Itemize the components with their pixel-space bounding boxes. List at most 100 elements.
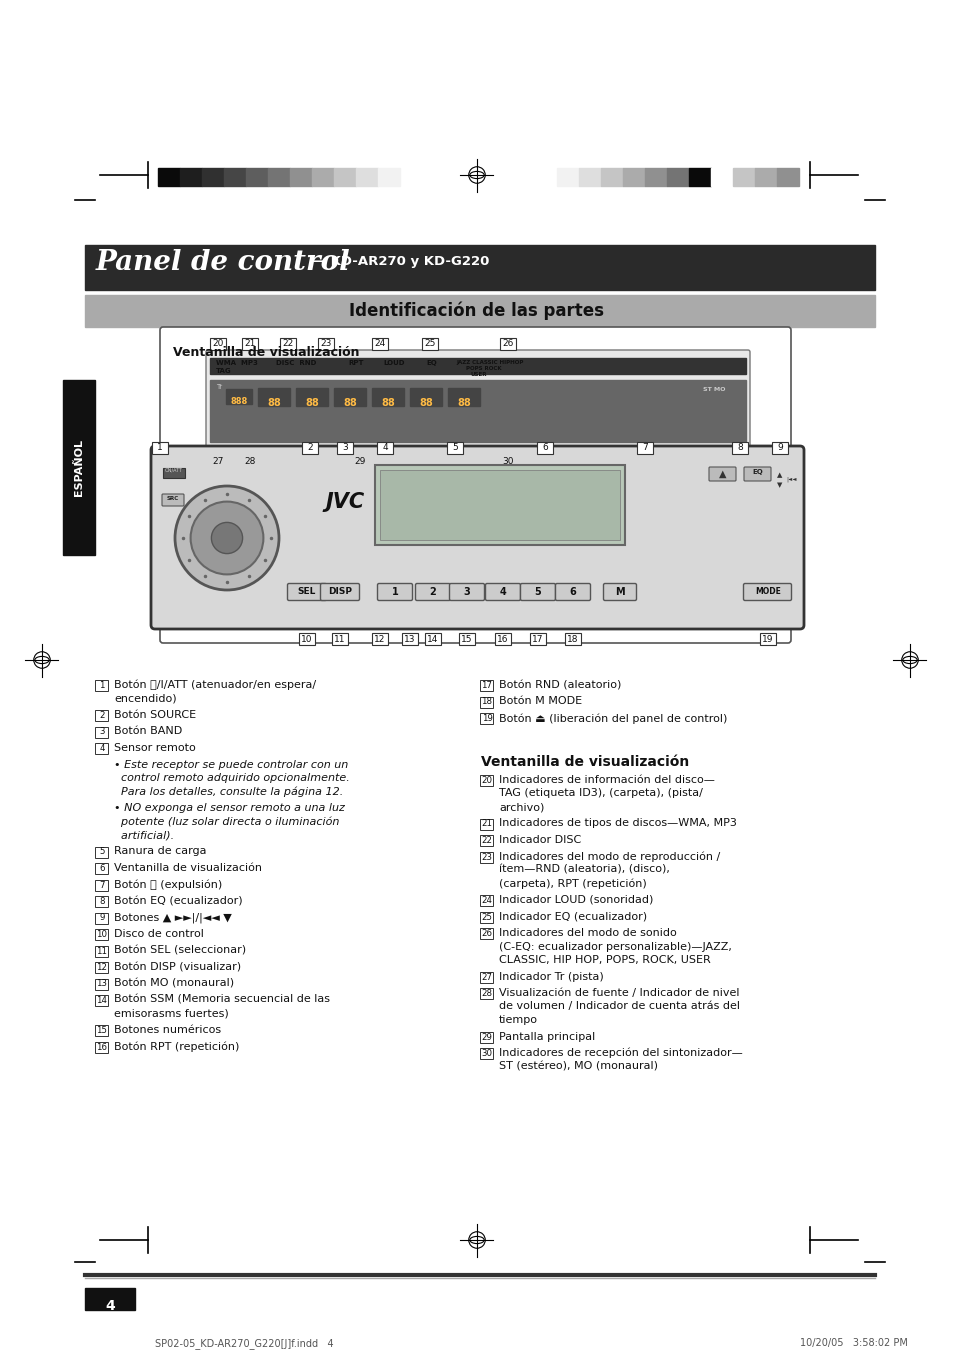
Text: 9: 9 bbox=[99, 913, 105, 923]
Text: |◄◄: |◄◄ bbox=[786, 477, 797, 482]
Text: MODE: MODE bbox=[754, 588, 781, 597]
Bar bbox=[480, 680, 493, 690]
Bar bbox=[63, 380, 95, 555]
Text: 9: 9 bbox=[777, 443, 782, 453]
Bar bbox=[421, 338, 437, 350]
Text: 5: 5 bbox=[534, 586, 540, 597]
Text: Ventanilla de visualización: Ventanilla de visualización bbox=[172, 346, 359, 359]
FancyBboxPatch shape bbox=[320, 584, 359, 600]
Text: 88: 88 bbox=[418, 399, 433, 408]
Text: 20: 20 bbox=[481, 775, 492, 785]
Text: 22: 22 bbox=[282, 339, 294, 349]
Bar bbox=[95, 912, 109, 924]
Bar bbox=[95, 929, 109, 940]
Bar bbox=[637, 442, 652, 454]
Bar bbox=[268, 168, 290, 186]
Text: ESPAÑOL: ESPAÑOL bbox=[74, 439, 84, 496]
Text: Indicador Tr (pista): Indicador Tr (pista) bbox=[498, 971, 603, 981]
Text: 28: 28 bbox=[481, 989, 492, 998]
Bar bbox=[95, 711, 109, 721]
Bar bbox=[210, 457, 226, 467]
Text: SP02-05_KD-AR270_G220[J]f.indd   4: SP02-05_KD-AR270_G220[J]f.indd 4 bbox=[154, 1337, 334, 1348]
Text: Botón SEL (seleccionar): Botón SEL (seleccionar) bbox=[113, 946, 246, 955]
Text: 16: 16 bbox=[96, 1043, 108, 1051]
Text: 88: 88 bbox=[381, 399, 395, 408]
Text: 1: 1 bbox=[157, 443, 163, 453]
FancyBboxPatch shape bbox=[520, 584, 555, 600]
Text: 26: 26 bbox=[502, 339, 513, 349]
Bar bbox=[210, 338, 226, 350]
Text: 88: 88 bbox=[267, 399, 280, 408]
Text: Botón DISP (visualizar): Botón DISP (visualizar) bbox=[113, 962, 241, 971]
Bar bbox=[355, 168, 377, 186]
Text: 25: 25 bbox=[424, 339, 436, 349]
Text: 13: 13 bbox=[404, 635, 416, 643]
Bar bbox=[480, 835, 493, 846]
Bar bbox=[210, 380, 745, 442]
Text: 8: 8 bbox=[737, 443, 742, 453]
Text: Disco de control: Disco de control bbox=[113, 929, 204, 939]
Text: 10: 10 bbox=[96, 929, 108, 939]
Text: • Este receptor se puede controlar con un: • Este receptor se puede controlar con u… bbox=[113, 759, 348, 770]
Text: M: M bbox=[615, 586, 624, 597]
Bar bbox=[480, 697, 493, 708]
Bar bbox=[95, 978, 109, 989]
Text: LOUD: LOUD bbox=[382, 359, 404, 366]
Bar bbox=[480, 713, 493, 724]
Text: Botón M MODE: Botón M MODE bbox=[498, 697, 581, 707]
FancyBboxPatch shape bbox=[708, 467, 735, 481]
Text: POPS ROCK: POPS ROCK bbox=[465, 366, 501, 372]
Bar bbox=[480, 1032, 493, 1043]
Bar bbox=[95, 1025, 109, 1036]
Text: 12: 12 bbox=[374, 635, 385, 643]
Bar bbox=[480, 971, 493, 982]
Text: Botones numéricos: Botones numéricos bbox=[113, 1025, 221, 1035]
Text: ítem—RND (aleatoria), (disco),: ítem—RND (aleatoria), (disco), bbox=[498, 865, 669, 875]
Text: Indicadores de recepción del sintonizador—: Indicadores de recepción del sintonizado… bbox=[498, 1048, 742, 1058]
Bar bbox=[480, 775, 493, 786]
Bar bbox=[754, 168, 776, 186]
Text: 3: 3 bbox=[99, 727, 105, 736]
Bar bbox=[85, 1288, 135, 1310]
Text: WMA  MP3: WMA MP3 bbox=[215, 359, 257, 366]
Text: SRC: SRC bbox=[167, 496, 179, 501]
Text: Botón ⏏ (liberación del panel de control): Botón ⏏ (liberación del panel de control… bbox=[498, 713, 726, 724]
FancyBboxPatch shape bbox=[449, 584, 484, 600]
Bar bbox=[226, 389, 252, 404]
Text: DISC  RND: DISC RND bbox=[275, 359, 316, 366]
Text: 21: 21 bbox=[481, 820, 492, 828]
Text: 2: 2 bbox=[99, 711, 105, 720]
Bar bbox=[410, 388, 441, 407]
Text: JAZZ CLASSIC HIPHOP: JAZZ CLASSIC HIPHOP bbox=[456, 359, 523, 365]
FancyBboxPatch shape bbox=[287, 584, 326, 600]
Bar bbox=[644, 168, 666, 186]
Text: ST MO: ST MO bbox=[702, 386, 724, 392]
Bar bbox=[352, 457, 368, 467]
Text: TAG (etiqueta ID3), (carpeta), (pista/: TAG (etiqueta ID3), (carpeta), (pista/ bbox=[498, 789, 702, 798]
Bar bbox=[95, 863, 109, 874]
Text: TAG: TAG bbox=[215, 367, 232, 374]
Bar bbox=[732, 168, 754, 186]
Text: Indicador EQ (ecualizador): Indicador EQ (ecualizador) bbox=[498, 912, 646, 921]
Bar bbox=[158, 168, 180, 186]
Text: 4: 4 bbox=[382, 443, 388, 453]
Text: DISP: DISP bbox=[328, 588, 352, 597]
Bar bbox=[302, 442, 317, 454]
Bar bbox=[480, 851, 493, 862]
Text: 14: 14 bbox=[96, 996, 108, 1005]
Text: (C-EQ: ecualizador personalizable)—JAZZ,: (C-EQ: ecualizador personalizable)—JAZZ, bbox=[498, 942, 731, 951]
Text: 5: 5 bbox=[99, 847, 105, 857]
Text: ▲: ▲ bbox=[777, 471, 781, 478]
Bar bbox=[95, 1042, 109, 1052]
Text: 4: 4 bbox=[499, 586, 506, 597]
Text: 7: 7 bbox=[99, 881, 105, 889]
Bar bbox=[578, 168, 600, 186]
Bar bbox=[447, 442, 462, 454]
Text: Botón ⏶ (expulsión): Botón ⏶ (expulsión) bbox=[113, 880, 222, 890]
Text: 12: 12 bbox=[96, 963, 108, 971]
Text: 22: 22 bbox=[481, 836, 492, 844]
Text: Pantalla principal: Pantalla principal bbox=[498, 1032, 595, 1042]
Text: encendido): encendido) bbox=[113, 693, 176, 704]
Bar bbox=[600, 168, 622, 186]
FancyBboxPatch shape bbox=[162, 494, 184, 507]
